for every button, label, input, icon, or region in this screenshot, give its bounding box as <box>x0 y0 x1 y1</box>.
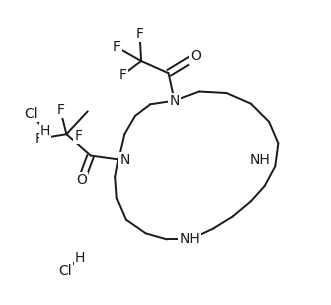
Text: F: F <box>74 129 82 143</box>
Text: NH: NH <box>250 153 270 167</box>
Text: F: F <box>119 68 127 82</box>
Text: Cl: Cl <box>58 264 72 278</box>
Text: F: F <box>136 27 144 41</box>
Text: F: F <box>113 40 121 54</box>
Text: O: O <box>191 49 202 63</box>
Text: O: O <box>76 173 87 187</box>
Text: F: F <box>56 103 64 117</box>
Text: H: H <box>75 251 85 265</box>
Text: NH: NH <box>179 232 200 246</box>
Text: N: N <box>119 153 129 167</box>
Text: N: N <box>169 94 180 108</box>
Text: F: F <box>35 132 43 146</box>
Text: Cl: Cl <box>24 107 38 121</box>
Text: H: H <box>40 124 50 138</box>
